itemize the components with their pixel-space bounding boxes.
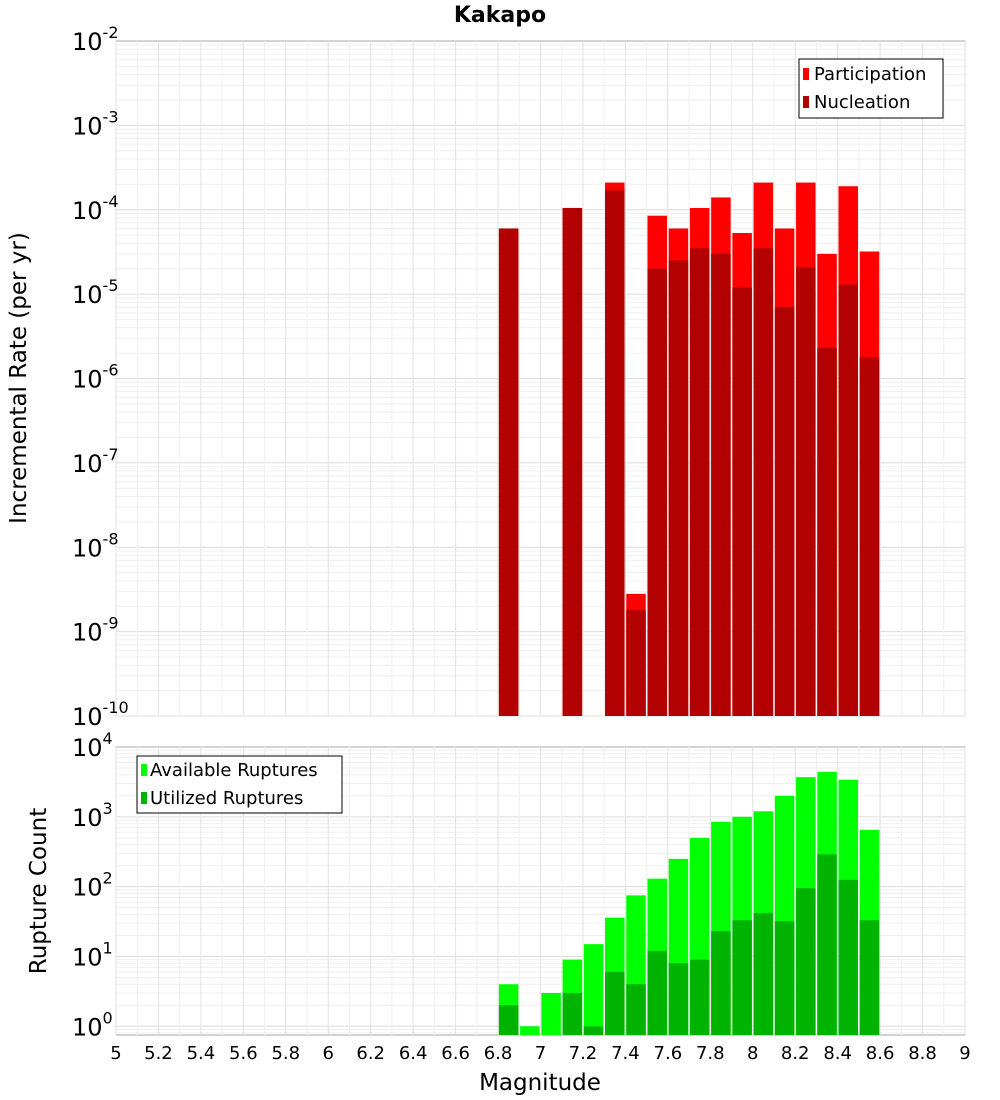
- x-tick-label: 6.8: [484, 1043, 513, 1064]
- nucleation-bar: [498, 228, 519, 716]
- x-tick-label: 7.6: [654, 1043, 683, 1064]
- x-tick-label: 7.4: [611, 1043, 640, 1064]
- x-tick-label: 8.2: [781, 1043, 810, 1064]
- x-tick-label: 6.6: [441, 1043, 470, 1064]
- top-panel: 10-2 10-3 10-4 10-5 10-6 10-7 10-8 10-9 10-10 In…: [6, 23, 966, 731]
- participation-swatch: [803, 68, 809, 80]
- bottom-y-tick-label: 100: [72, 1008, 113, 1041]
- bottom-bars: [498, 771, 880, 1035]
- x-tick-label: 7.2: [569, 1043, 598, 1064]
- nucleation-bar: [605, 190, 625, 716]
- nucleation-bar: [796, 266, 816, 716]
- top-y-tick-label: 10-10: [72, 698, 129, 731]
- x-tick-label: 6: [323, 1043, 334, 1064]
- top-legend-box: [798, 58, 944, 119]
- x-tick-label: 7: [535, 1043, 546, 1064]
- bottom-y-tick-label: 101: [72, 938, 113, 971]
- nucleation-bar: [647, 268, 667, 716]
- utilized-bar: [859, 920, 880, 1035]
- top-y-ticks: 10-2 10-3 10-4 10-5 10-6 10-7 10-8 10-9 10-10: [72, 23, 129, 731]
- utilized-bar: [605, 971, 625, 1035]
- legend-utilized-label: Utilized Ruptures: [150, 788, 303, 809]
- utilized-bar: [689, 959, 710, 1035]
- x-tick-label: 5.4: [187, 1043, 216, 1064]
- available-bar: [520, 1026, 540, 1035]
- legend-participation-label: Participation: [814, 64, 926, 85]
- x-tick-label: 6.4: [399, 1043, 428, 1064]
- x-tick-label: 5.6: [229, 1043, 258, 1064]
- x-tick-label: 5: [110, 1043, 121, 1064]
- bottom-y-axis-label: Rupture Count: [26, 808, 52, 974]
- nucleation-swatch: [803, 96, 809, 108]
- top-y-axis-label: Incremental Rate (per yr): [6, 232, 32, 524]
- utilized-bar: [796, 888, 816, 1035]
- bottom-y-ticks: 104 103 102 101 100: [72, 729, 113, 1041]
- x-tick-label: 6.2: [356, 1043, 385, 1064]
- nucleation-bar: [774, 307, 795, 716]
- nucleation-bar: [817, 347, 837, 716]
- x-tick-label: 7.8: [696, 1043, 725, 1064]
- chart-title: Kakapo: [454, 3, 546, 28]
- bottom-y-tick-label: 102: [72, 869, 113, 902]
- top-y-tick-label: 10-8: [72, 529, 119, 562]
- nucleation-bar: [668, 260, 689, 716]
- top-y-tick-label: 10-7: [72, 445, 119, 478]
- top-y-tick-label: 10-5: [72, 276, 119, 309]
- utilized-bar: [583, 1026, 604, 1035]
- top-y-tick-label: 10-4: [72, 192, 119, 225]
- x-tick-label: 5.8: [271, 1043, 300, 1064]
- x-tick-label: 8: [747, 1043, 758, 1064]
- top-legend: Participation Nucleation: [798, 58, 944, 119]
- utilized-bar: [626, 984, 646, 1035]
- utilized-bar: [838, 879, 859, 1035]
- nucleation-bar: [753, 248, 774, 717]
- nucleation-bar: [689, 248, 710, 717]
- available-swatch: [141, 764, 147, 776]
- x-tick-label: 9: [959, 1043, 970, 1064]
- nucleation-bar: [562, 207, 583, 716]
- nucleation-bar: [732, 287, 752, 716]
- top-y-tick-label: 10-2: [72, 23, 119, 56]
- available-bar: [541, 992, 561, 1035]
- nucleation-bar: [859, 356, 880, 716]
- top-bars: [498, 182, 880, 717]
- top-y-tick-label: 10-3: [72, 107, 119, 140]
- bottom-y-tick-label: 103: [72, 799, 113, 832]
- utilized-bar: [498, 1005, 519, 1035]
- utilized-bar: [562, 992, 583, 1035]
- utilized-bar: [817, 854, 837, 1035]
- utilized-bar: [732, 920, 752, 1035]
- top-y-tick-label: 10-9: [72, 614, 119, 647]
- nucleation-bar: [711, 253, 731, 716]
- bottom-legend-box: [136, 755, 343, 814]
- x-axis-label: Magnitude: [479, 1070, 601, 1096]
- utilized-swatch: [141, 792, 147, 804]
- bottom-panel: 104 103 102 101 100 5 5.2 5.4 5.6 5.8 6 6.2 6.4 6.6 6…: [26, 729, 971, 1096]
- x-tick-label: 5.2: [144, 1043, 173, 1064]
- x-tick-label: 8.8: [908, 1043, 937, 1064]
- legend-nucleation-label: Nucleation: [814, 92, 910, 113]
- utilized-bar: [774, 921, 795, 1035]
- nucleation-bar: [838, 284, 859, 716]
- top-y-tick-label: 10-6: [72, 361, 119, 394]
- utilized-bar: [711, 931, 731, 1035]
- x-tick-label: 8.4: [823, 1043, 852, 1064]
- legend-available-label: Available Ruptures: [150, 760, 318, 781]
- bottom-legend: Available Ruptures Utilized Ruptures: [136, 755, 343, 814]
- utilized-bar: [753, 912, 774, 1035]
- utilized-bar: [647, 950, 667, 1035]
- top-grid: [115, 41, 966, 717]
- bottom-y-tick-label: 104: [72, 729, 113, 762]
- available-bar: [583, 944, 604, 1035]
- utilized-bar: [668, 963, 689, 1035]
- x-tick-label: 8.6: [866, 1043, 895, 1064]
- nucleation-bar: [626, 610, 646, 716]
- x-ticks: 5 5.2 5.4 5.6 5.8 6 6.2 6.4 6.6 6.8 7 7.2 7.4 7.6 7.8 8…: [110, 1043, 970, 1064]
